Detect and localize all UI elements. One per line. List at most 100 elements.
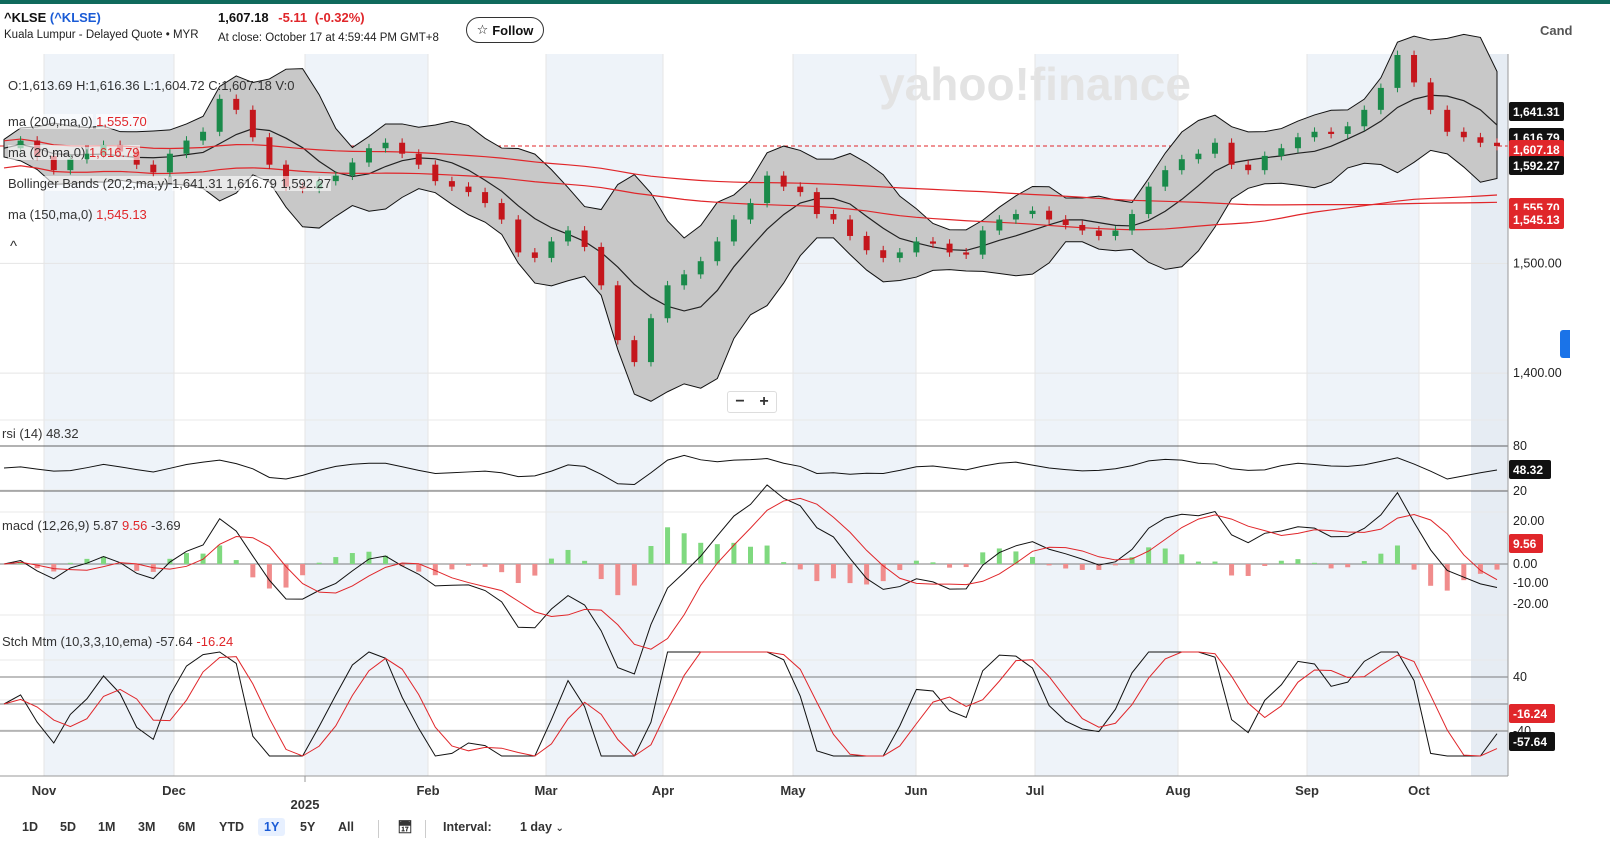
price-badge-label: 1,641.31: [1513, 105, 1560, 119]
follow-label: Follow: [492, 22, 534, 38]
macd-signal-value: 9.56: [122, 518, 148, 533]
candle-body: [1145, 186, 1152, 215]
price-badge: [1509, 156, 1564, 175]
candle-body: [1278, 148, 1285, 156]
macd-histogram-bar: [383, 555, 389, 564]
symbol-link[interactable]: (^KLSE): [49, 10, 101, 25]
chart-type-selector[interactable]: Cand: [1540, 23, 1573, 38]
candle-body: [548, 241, 555, 258]
interval-value: 1 day: [520, 820, 552, 834]
rsi-tick-label: 20: [1513, 484, 1527, 498]
zoom-out-button[interactable]: −: [735, 393, 745, 410]
candle-body: [681, 274, 688, 286]
rsi-legend[interactable]: rsi (14) 48.32: [2, 426, 79, 441]
chart-canvas[interactable]: yahoo!finance 1,500.001,400.001,641.311,…: [0, 0, 1610, 812]
ma150-legend[interactable]: ma (150,ma,0) 1,545.13: [8, 207, 147, 222]
candle-body: [83, 153, 90, 160]
range-1y[interactable]: 1Y: [258, 818, 286, 836]
candle-body: [830, 214, 837, 220]
ohlc-legend: O:1,613.69 H:1,616.36 L:1,604.72 C:1,607…: [8, 78, 295, 93]
range-all[interactable]: All: [338, 820, 354, 834]
candle-body: [1012, 214, 1019, 220]
macd-histogram-bar: [1312, 562, 1318, 564]
macd-histogram-bar: [847, 564, 853, 584]
zoom-in-button[interactable]: +: [759, 393, 769, 410]
candle-body: [664, 285, 671, 319]
macd-tick-label: 0.00: [1513, 557, 1537, 571]
macd-histogram-bar: [1013, 551, 1019, 564]
range-6m[interactable]: 6M: [178, 820, 196, 834]
range-3m[interactable]: 3M: [138, 820, 156, 834]
candle-body: [1162, 170, 1169, 187]
macd-histogram-bar: [51, 564, 57, 572]
macd-histogram-bar: [996, 548, 1002, 564]
macd-histogram-bar: [913, 560, 919, 564]
macd-histogram-bar: [1063, 564, 1069, 569]
range-5y[interactable]: 5Y: [300, 820, 316, 834]
macd-histogram-bar: [300, 564, 306, 576]
macd-histogram-bar: [316, 562, 322, 564]
macd-histogram-bar: [1129, 557, 1135, 564]
candle-body: [349, 162, 356, 176]
follow-button[interactable]: ☆ Follow: [466, 17, 544, 43]
stch-badge-label: -57.64: [1513, 735, 1547, 749]
candle-body: [183, 140, 190, 154]
candle-body: [200, 131, 207, 141]
candle-body: [283, 164, 290, 187]
macd-histogram-bar: [665, 527, 671, 564]
macd-histogram-bar: [449, 564, 455, 570]
candle-body: [598, 246, 605, 286]
stch-badge: [1509, 732, 1555, 751]
range-1d[interactable]: 1D: [22, 820, 38, 834]
candle-body: [813, 192, 820, 215]
macd-histogram-bar: [930, 562, 936, 564]
ma200-legend[interactable]: ma (200,ma,0) 1,555.70: [8, 114, 147, 129]
candle-body: [1095, 230, 1102, 236]
candle-body: [581, 230, 588, 247]
side-panel-toggle[interactable]: [1560, 330, 1570, 358]
candle-body: [531, 252, 538, 258]
macd-histogram-bar: [34, 564, 40, 569]
macd-histogram-bar: [698, 542, 704, 564]
calendar-icon[interactable]: 📅︎: [397, 820, 413, 834]
macd-histogram-bar: [797, 564, 803, 570]
interval-dropdown[interactable]: 1 day ⌄: [520, 820, 564, 834]
ma150-value: 1,545.13: [96, 207, 147, 222]
bollinger-legend[interactable]: Bollinger Bands (20,2,ma,y) 1,641.31 1,6…: [8, 176, 332, 191]
candle-body: [697, 261, 704, 275]
candle-body: [1178, 159, 1185, 171]
stch-legend[interactable]: Stch Mtm (10,3,3,10,ema) -57.64 -16.24: [2, 634, 233, 649]
macd-legend[interactable]: macd (12,26,9) 5.87 9.56 -3.69: [2, 518, 181, 533]
candle-body: [399, 142, 406, 154]
stoch-momentum-panel: [0, 651, 1508, 757]
ma20-legend[interactable]: ma (20,ma,0) 1,616.79: [8, 145, 140, 160]
collapse-icon[interactable]: ^: [10, 238, 18, 255]
stch-badge: [1509, 704, 1555, 723]
candlesticks: [17, 50, 1500, 367]
top-accent-bar: [0, 0, 1610, 4]
stch-signal-line: [3, 651, 1498, 757]
macd-histogram-bar: [963, 564, 969, 568]
ma200-line: [3, 138, 1498, 206]
macd-histogram-bar: [1394, 545, 1400, 564]
macd-histogram-bar: [399, 564, 405, 567]
macd-histogram-bar: [1195, 561, 1201, 564]
price-badge: [1509, 140, 1564, 159]
candle-body: [17, 140, 24, 149]
candle-body: [1328, 131, 1335, 134]
candle-body: [1062, 219, 1069, 225]
candle-body: [50, 155, 57, 171]
range-1m[interactable]: 1M: [98, 820, 116, 834]
macd-histogram-bar: [947, 564, 953, 568]
price-badge: [1509, 102, 1564, 121]
candle-body: [1460, 131, 1467, 138]
price-change: -5.11: [278, 10, 308, 25]
macd-histogram-bar: [1229, 564, 1235, 576]
macd-histogram-bar: [1295, 559, 1301, 564]
range-ytd[interactable]: YTD: [219, 820, 244, 834]
candle-body: [1377, 87, 1384, 110]
macd-histogram-bar: [167, 558, 173, 564]
x-month-label: Jun: [904, 783, 927, 798]
candle-body: [614, 285, 621, 341]
range-5d[interactable]: 5D: [60, 820, 76, 834]
